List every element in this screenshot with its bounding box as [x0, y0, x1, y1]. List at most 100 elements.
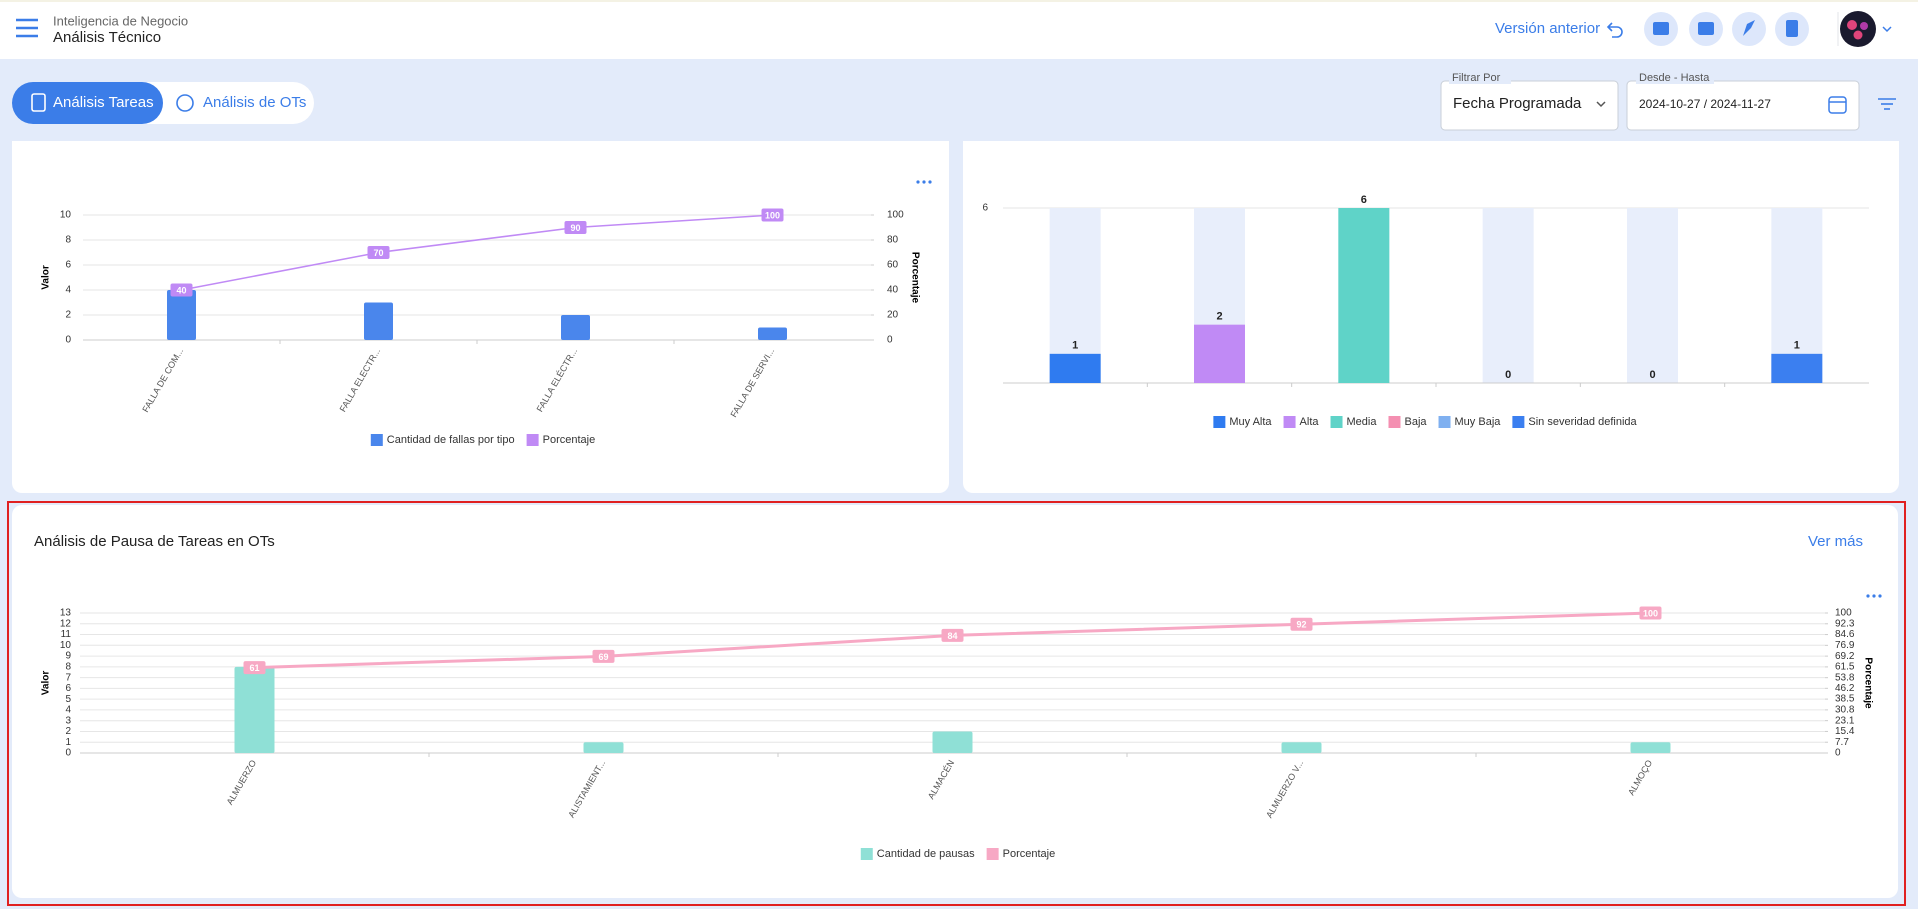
y2-tick-label: 60 — [887, 260, 899, 271]
bar — [1630, 742, 1671, 753]
y-tick-label: 8 — [65, 235, 71, 246]
menu-dot[interactable] — [1866, 594, 1870, 598]
bar — [1049, 353, 1101, 383]
y-tick-label: 2 — [65, 726, 71, 737]
y2-tick-label: 38.5 — [1835, 694, 1855, 705]
legend: Muy Alta Alta Media Baja Muy Baja Sin severid… — [1213, 416, 1638, 428]
tab-icon — [31, 93, 46, 112]
card — [963, 100, 1899, 493]
y-tick-label: 6 — [65, 683, 71, 694]
y-axis-label: Valor — [41, 265, 52, 290]
menu-dot[interactable] — [928, 180, 932, 184]
y2-tick-label: 0 — [887, 335, 893, 346]
tab-label[interactable]: Análisis Tareas — [53, 94, 154, 111]
data-label: 100 — [1643, 608, 1658, 618]
icon — [1786, 20, 1798, 37]
y2-tick-label: 0 — [1835, 748, 1841, 759]
data-label: 2 — [1216, 311, 1222, 323]
y-tick-label: 6 — [65, 260, 71, 271]
bar — [364, 302, 393, 340]
select-box[interactable] — [1440, 80, 1619, 131]
cards — [7, 100, 1906, 906]
bar — [758, 327, 787, 340]
y-axis-label: Valor — [41, 671, 52, 696]
calendar-icon[interactable] — [1828, 96, 1847, 114]
menu-dot[interactable] — [1878, 594, 1882, 598]
data-label: 6 — [1361, 194, 1367, 206]
data-label-box — [1639, 606, 1662, 620]
legend-swatch — [1438, 416, 1451, 428]
legend-label: Media — [1347, 416, 1378, 428]
data-label: 40 — [176, 285, 186, 295]
legend-swatch — [1213, 416, 1226, 428]
legend-swatch — [860, 848, 873, 860]
legend-swatch — [1512, 416, 1525, 428]
y-tick-label: 1 — [65, 737, 71, 748]
menu-dot[interactable] — [916, 180, 920, 184]
data-label-box — [1290, 617, 1313, 631]
legend-label: Porcentaje — [1003, 848, 1056, 860]
tab-active[interactable] — [12, 82, 163, 124]
card — [12, 505, 1898, 898]
field-value[interactable]: 2024-10-27 / 2024-11-27 — [1639, 97, 1771, 111]
legend-label: Porcentaje — [543, 434, 596, 446]
data-label: 1 — [1794, 340, 1800, 352]
menu-button[interactable] — [16, 18, 38, 38]
y2-tick-label: 20 — [887, 310, 899, 321]
data-label-box — [564, 221, 587, 234]
data-label: 84 — [947, 631, 957, 641]
y2-tick-label: 76.9 — [1835, 640, 1855, 651]
data-label-box — [367, 246, 390, 259]
see-more-link[interactable]: Ver más — [1808, 533, 1863, 550]
field-value[interactable]: Fecha Programada — [1453, 95, 1582, 112]
y-tick-label: 2 — [65, 310, 71, 321]
label-bg — [1449, 72, 1511, 84]
legend-swatch — [370, 434, 383, 446]
menu-dot[interactable] — [1872, 594, 1876, 598]
breadcrumb: Inteligencia de Negocio — [53, 13, 188, 28]
y-tick-label: 0 — [65, 748, 71, 759]
y-tick-label: 12 — [60, 618, 72, 629]
bar — [1194, 324, 1245, 383]
data-label-box — [761, 208, 784, 222]
tab-icon — [176, 94, 194, 112]
data-label: 61 — [249, 663, 259, 673]
chevron[interactable] — [1882, 26, 1892, 33]
bar — [932, 731, 973, 753]
data-label: 1 — [1072, 340, 1078, 352]
y2-tick-label: 46.2 — [1835, 683, 1855, 694]
y-tick-label: 5 — [65, 694, 71, 705]
y-tick-label: 8 — [65, 661, 71, 672]
line — [181, 214, 773, 291]
icon — [1698, 22, 1714, 35]
header — [0, 0, 1918, 59]
bar — [1338, 208, 1390, 383]
data-label: 90 — [570, 223, 580, 233]
y-tick-label: 10 — [60, 640, 72, 651]
data-label: 92 — [1296, 620, 1306, 630]
previous-version-link[interactable]: Versión anterior — [1495, 20, 1600, 37]
date-box[interactable] — [1626, 80, 1860, 131]
legend-label: Alta — [1300, 416, 1320, 428]
filter-icon[interactable] — [1878, 98, 1896, 110]
data-label-box — [243, 661, 266, 675]
field-label: Filtrar Por — [1452, 72, 1501, 84]
tab-label[interactable]: Análisis de OTs — [203, 94, 306, 111]
y-tick-label: 6 — [982, 203, 988, 214]
y2-tick-label: 92.3 — [1835, 618, 1855, 629]
bar — [1281, 742, 1322, 753]
y-tick-label: 4 — [65, 285, 71, 296]
bar-track — [1627, 208, 1678, 383]
bar-track — [1482, 208, 1534, 383]
y2-axis-label: Porcentaje — [1862, 657, 1873, 709]
avatar[interactable] — [1840, 11, 1876, 47]
menu-dot[interactable] — [922, 180, 926, 184]
y-tick-label: 9 — [65, 651, 71, 662]
y2-tick-label: 100 — [1835, 608, 1852, 619]
field-label: Desde - Hasta — [1639, 72, 1710, 84]
y-tick-label: 3 — [65, 715, 71, 726]
data-label: 70 — [373, 248, 383, 258]
bar — [583, 742, 624, 753]
